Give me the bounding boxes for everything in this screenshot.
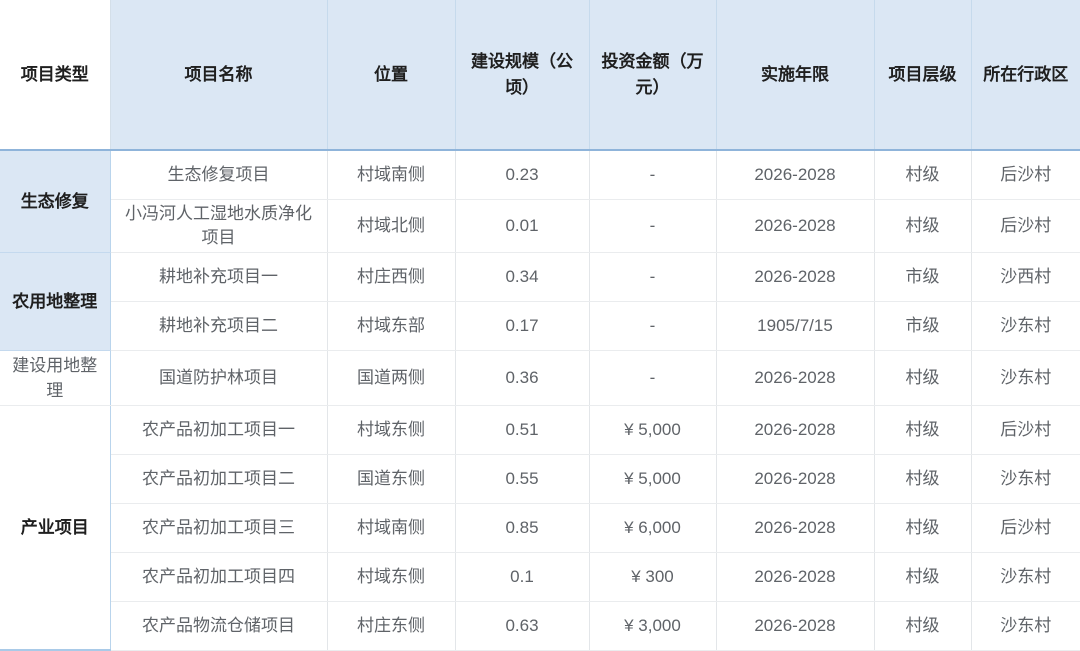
district-cell: 沙东村 — [971, 552, 1080, 602]
period-cell: 2026-2028 — [716, 252, 875, 302]
period-cell: 2026-2028 — [716, 552, 875, 602]
investment-cell: ¥ 300 — [589, 552, 717, 602]
project-type-cell: 农用地整理 — [0, 252, 111, 351]
header-district: 所在行政区 — [971, 0, 1080, 151]
period-cell: 2026-2028 — [716, 199, 875, 253]
project-name-cell: 耕地补充项目一 — [110, 252, 328, 302]
table-header: 项目类型 项目名称 位置 建设规模（公顷） 投资金额（万元） 实施年限 项目层级… — [0, 0, 1080, 151]
table-row: 农产品初加工项目四 村域东侧 0.1 ¥ 300 2026-2028 村级 沙东… — [0, 552, 1080, 602]
scale-cell: 0.85 — [455, 503, 590, 553]
scale-cell: 0.23 — [455, 150, 590, 200]
scale-cell: 0.17 — [455, 301, 590, 351]
location-cell: 村域南侧 — [327, 150, 456, 200]
project-name-cell: 农产品初加工项目三 — [110, 503, 328, 553]
location-cell: 村庄西侧 — [327, 252, 456, 302]
district-cell: 后沙村 — [971, 199, 1080, 253]
location-cell: 国道两侧 — [327, 350, 456, 406]
investment-cell: ¥ 6,000 — [589, 503, 717, 553]
scale-cell: 0.51 — [455, 405, 590, 455]
investment-cell: - — [589, 350, 717, 406]
table-row: 耕地补充项目二 村域东部 0.17 - 1905/7/15 市级 沙东村 — [0, 301, 1080, 351]
scale-cell: 0.01 — [455, 199, 590, 253]
header-period: 实施年限 — [716, 0, 875, 151]
project-type-cell: 建设用地整理 — [0, 350, 111, 406]
district-cell: 沙东村 — [971, 350, 1080, 406]
header-project-name: 项目名称 — [110, 0, 328, 151]
table-row: 农产品初加工项目二 国道东侧 0.55 ¥ 5,000 2026-2028 村级… — [0, 454, 1080, 504]
scale-cell: 0.36 — [455, 350, 590, 406]
header-investment: 投资金额（万元） — [589, 0, 717, 151]
period-cell: 2026-2028 — [716, 350, 875, 406]
header-location: 位置 — [327, 0, 456, 151]
table-row: 农产品初加工项目三 村域南侧 0.85 ¥ 6,000 2026-2028 村级… — [0, 503, 1080, 553]
project-name-cell: 农产品初加工项目四 — [110, 552, 328, 602]
project-name-cell: 国道防护林项目 — [110, 350, 328, 406]
location-cell: 村域东侧 — [327, 405, 456, 455]
table-row: 建设用地整理 国道防护林项目 国道两侧 0.36 - 2026-2028 村级 … — [0, 350, 1080, 406]
project-name-cell: 耕地补充项目二 — [110, 301, 328, 351]
investment-cell: ¥ 3,000 — [589, 601, 717, 651]
project-name-cell: 小冯河人工湿地水质净化项目 — [110, 199, 328, 253]
level-cell: 村级 — [874, 405, 972, 455]
investment-cell: - — [589, 150, 717, 200]
investment-cell: ¥ 5,000 — [589, 405, 717, 455]
location-cell: 村庄东侧 — [327, 601, 456, 651]
investment-cell: - — [589, 301, 717, 351]
location-cell: 村域东侧 — [327, 552, 456, 602]
investment-cell: - — [589, 199, 717, 253]
period-cell: 2026-2028 — [716, 601, 875, 651]
district-cell: 后沙村 — [971, 405, 1080, 455]
level-cell: 村级 — [874, 454, 972, 504]
district-cell: 后沙村 — [971, 150, 1080, 200]
level-cell: 村级 — [874, 150, 972, 200]
district-cell: 沙东村 — [971, 601, 1080, 651]
investment-cell: ¥ 5,000 — [589, 454, 717, 504]
table-row: 农用地整理 耕地补充项目一 村庄西侧 0.34 - 2026-2028 市级 沙… — [0, 252, 1080, 351]
district-cell: 沙东村 — [971, 454, 1080, 504]
level-cell: 村级 — [874, 552, 972, 602]
header-row: 项目类型 项目名称 位置 建设规模（公顷） 投资金额（万元） 实施年限 项目层级… — [0, 0, 1080, 151]
header-project-type: 项目类型 — [0, 0, 111, 151]
location-cell: 村域北侧 — [327, 199, 456, 253]
project-type-cell: 产业项目 — [0, 405, 111, 651]
project-name-cell: 农产品初加工项目一 — [110, 405, 328, 455]
project-name-cell: 农产品物流仓储项目 — [110, 601, 328, 651]
header-level: 项目层级 — [874, 0, 972, 151]
project-type-cell: 生态修复 — [0, 150, 111, 253]
project-name-cell: 农产品初加工项目二 — [110, 454, 328, 504]
header-scale: 建设规模（公顷） — [455, 0, 590, 151]
scale-cell: 0.55 — [455, 454, 590, 504]
level-cell: 市级 — [874, 301, 972, 351]
level-cell: 村级 — [874, 350, 972, 406]
level-cell: 村级 — [874, 199, 972, 253]
location-cell: 国道东侧 — [327, 454, 456, 504]
period-cell: 2026-2028 — [716, 405, 875, 455]
district-cell: 沙东村 — [971, 301, 1080, 351]
level-cell: 村级 — [874, 601, 972, 651]
scale-cell: 0.1 — [455, 552, 590, 602]
period-cell: 2026-2028 — [716, 454, 875, 504]
period-cell: 2026-2028 — [716, 150, 875, 200]
project-name-cell: 生态修复项目 — [110, 150, 328, 200]
table-row: 农产品物流仓储项目 村庄东侧 0.63 ¥ 3,000 2026-2028 村级… — [0, 601, 1080, 651]
table-body: 生态修复 生态修复项目 村域南侧 0.23 - 2026-2028 村级 后沙村… — [0, 150, 1080, 651]
table-row: 小冯河人工湿地水质净化项目 村域北侧 0.01 - 2026-2028 村级 后… — [0, 199, 1080, 253]
period-cell: 2026-2028 — [716, 503, 875, 553]
table-row: 生态修复 生态修复项目 村域南侧 0.23 - 2026-2028 村级 后沙村 — [0, 150, 1080, 253]
district-cell: 沙西村 — [971, 252, 1080, 302]
level-cell: 村级 — [874, 503, 972, 553]
district-cell: 后沙村 — [971, 503, 1080, 553]
location-cell: 村域东部 — [327, 301, 456, 351]
scale-cell: 0.63 — [455, 601, 590, 651]
investment-cell: - — [589, 252, 717, 302]
level-cell: 市级 — [874, 252, 972, 302]
table-row: 产业项目 农产品初加工项目一 村域东侧 0.51 ¥ 5,000 2026-20… — [0, 405, 1080, 651]
period-cell: 1905/7/15 — [716, 301, 875, 351]
scale-cell: 0.34 — [455, 252, 590, 302]
location-cell: 村域南侧 — [327, 503, 456, 553]
